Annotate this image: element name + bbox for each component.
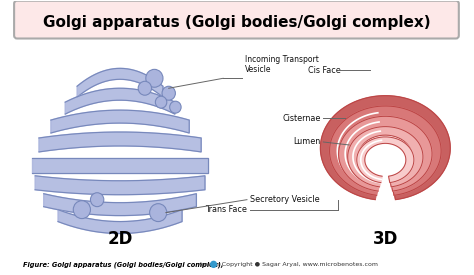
Text: Cisternae: Cisternae [282,114,320,123]
Circle shape [162,86,175,100]
Polygon shape [320,96,450,200]
Text: Lumen: Lumen [293,138,320,147]
Polygon shape [58,210,182,233]
Text: 3D: 3D [373,230,398,249]
Polygon shape [348,126,423,187]
Circle shape [146,69,163,87]
Circle shape [150,204,167,222]
Text: Trans Face: Trans Face [205,205,247,214]
Polygon shape [51,110,189,133]
Polygon shape [39,132,201,152]
Polygon shape [357,137,414,183]
Polygon shape [338,116,432,191]
Circle shape [211,261,217,267]
Polygon shape [35,176,205,195]
Text: Figure: Golgi apparatus (Golgi bodies/Golgi complex),: Figure: Golgi apparatus (Golgi bodies/Go… [23,261,223,268]
Polygon shape [32,158,208,173]
Circle shape [138,81,152,95]
Circle shape [155,96,167,108]
Polygon shape [77,68,163,97]
Polygon shape [65,88,175,114]
Circle shape [91,193,104,207]
Text: 2D: 2D [107,230,133,249]
Text: Secretory Vesicle: Secretory Vesicle [250,195,319,204]
Polygon shape [329,106,441,195]
Text: Golgi apparatus (Golgi bodies/Golgi complex): Golgi apparatus (Golgi bodies/Golgi comp… [43,15,430,30]
Text: Incoming Transport
Vesicle: Incoming Transport Vesicle [245,55,319,74]
Circle shape [73,201,91,219]
Polygon shape [44,194,196,216]
Circle shape [170,101,181,113]
FancyBboxPatch shape [14,1,459,39]
Text: Cis Face: Cis Face [308,66,340,75]
Text: Image Copyright ● Sagar Aryal, www.microbenotes.com: Image Copyright ● Sagar Aryal, www.micro… [198,262,378,267]
